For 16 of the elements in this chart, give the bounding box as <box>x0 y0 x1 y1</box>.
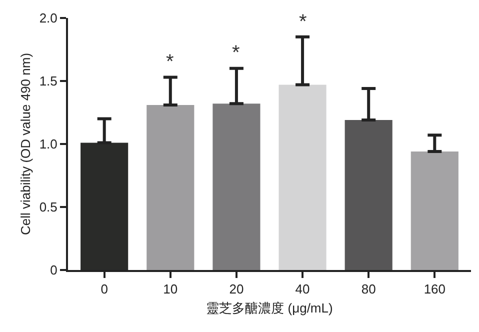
y-axis-title: Cell viability (OD value 490 nm) <box>18 52 33 236</box>
y-tick-label: 1.5 <box>39 74 58 89</box>
x-tick-label: 20 <box>229 282 244 297</box>
x-tick-label: 40 <box>295 282 310 297</box>
annotation: * <box>166 51 174 73</box>
y-tick-label: 0 <box>50 262 58 278</box>
x-tick-label: 0 <box>100 282 108 297</box>
x-tick-label: 80 <box>361 282 376 297</box>
x-tick-label: 160 <box>424 282 446 297</box>
annotation: * <box>299 11 307 33</box>
x-tick-label: 10 <box>163 282 178 297</box>
annotation: * <box>232 42 240 64</box>
y-tick-label: 0.5 <box>39 200 58 215</box>
y-tick-label: 2.0 <box>39 10 58 26</box>
x-axis-title: 靈芝多醣濃度 (μg/mL) <box>206 300 333 316</box>
y-tick-label: 1.0 <box>39 136 58 152</box>
